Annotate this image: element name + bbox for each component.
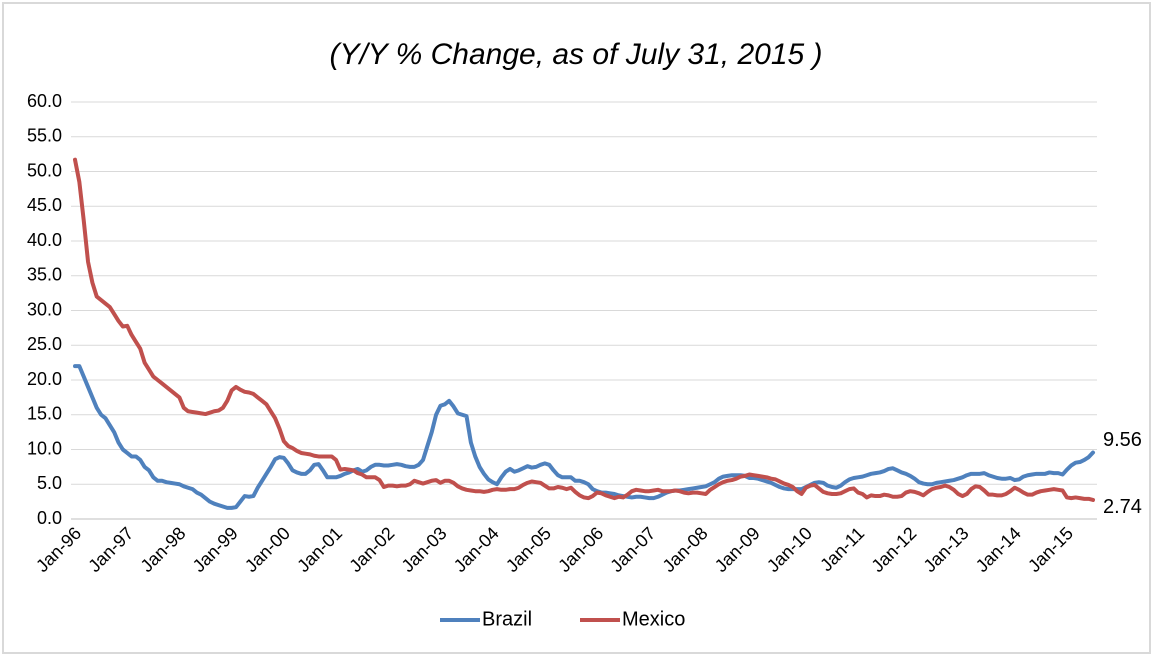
end-label: 9.56 — [1103, 429, 1142, 451]
y-tick-label: 50.0 — [27, 160, 62, 180]
y-tick-label: 20.0 — [27, 369, 62, 389]
y-tick-label: 5.0 — [37, 473, 62, 493]
y-tick-label: 55.0 — [27, 126, 62, 146]
y-tick-label: 10.0 — [27, 438, 62, 458]
y-tick-label: 30.0 — [27, 299, 62, 319]
y-tick-label: 35.0 — [27, 265, 62, 285]
y-tick-label: 45.0 — [27, 195, 62, 215]
series-line — [73, 157, 1095, 502]
legend-label: Mexico — [622, 608, 685, 630]
end-label: 2.74 — [1103, 496, 1142, 518]
y-tick-label: 60.0 — [27, 91, 62, 111]
y-tick-label: 0.0 — [37, 508, 62, 528]
chart-title: (Y/Y % Change, as of July 31, 2015 ) — [329, 38, 822, 71]
y-tick-label: 40.0 — [27, 230, 62, 250]
y-tick-label: 25.0 — [27, 334, 62, 354]
y-tick-label: 15.0 — [27, 404, 62, 424]
series-line — [73, 364, 1095, 510]
legend-label: Brazil — [482, 608, 532, 630]
